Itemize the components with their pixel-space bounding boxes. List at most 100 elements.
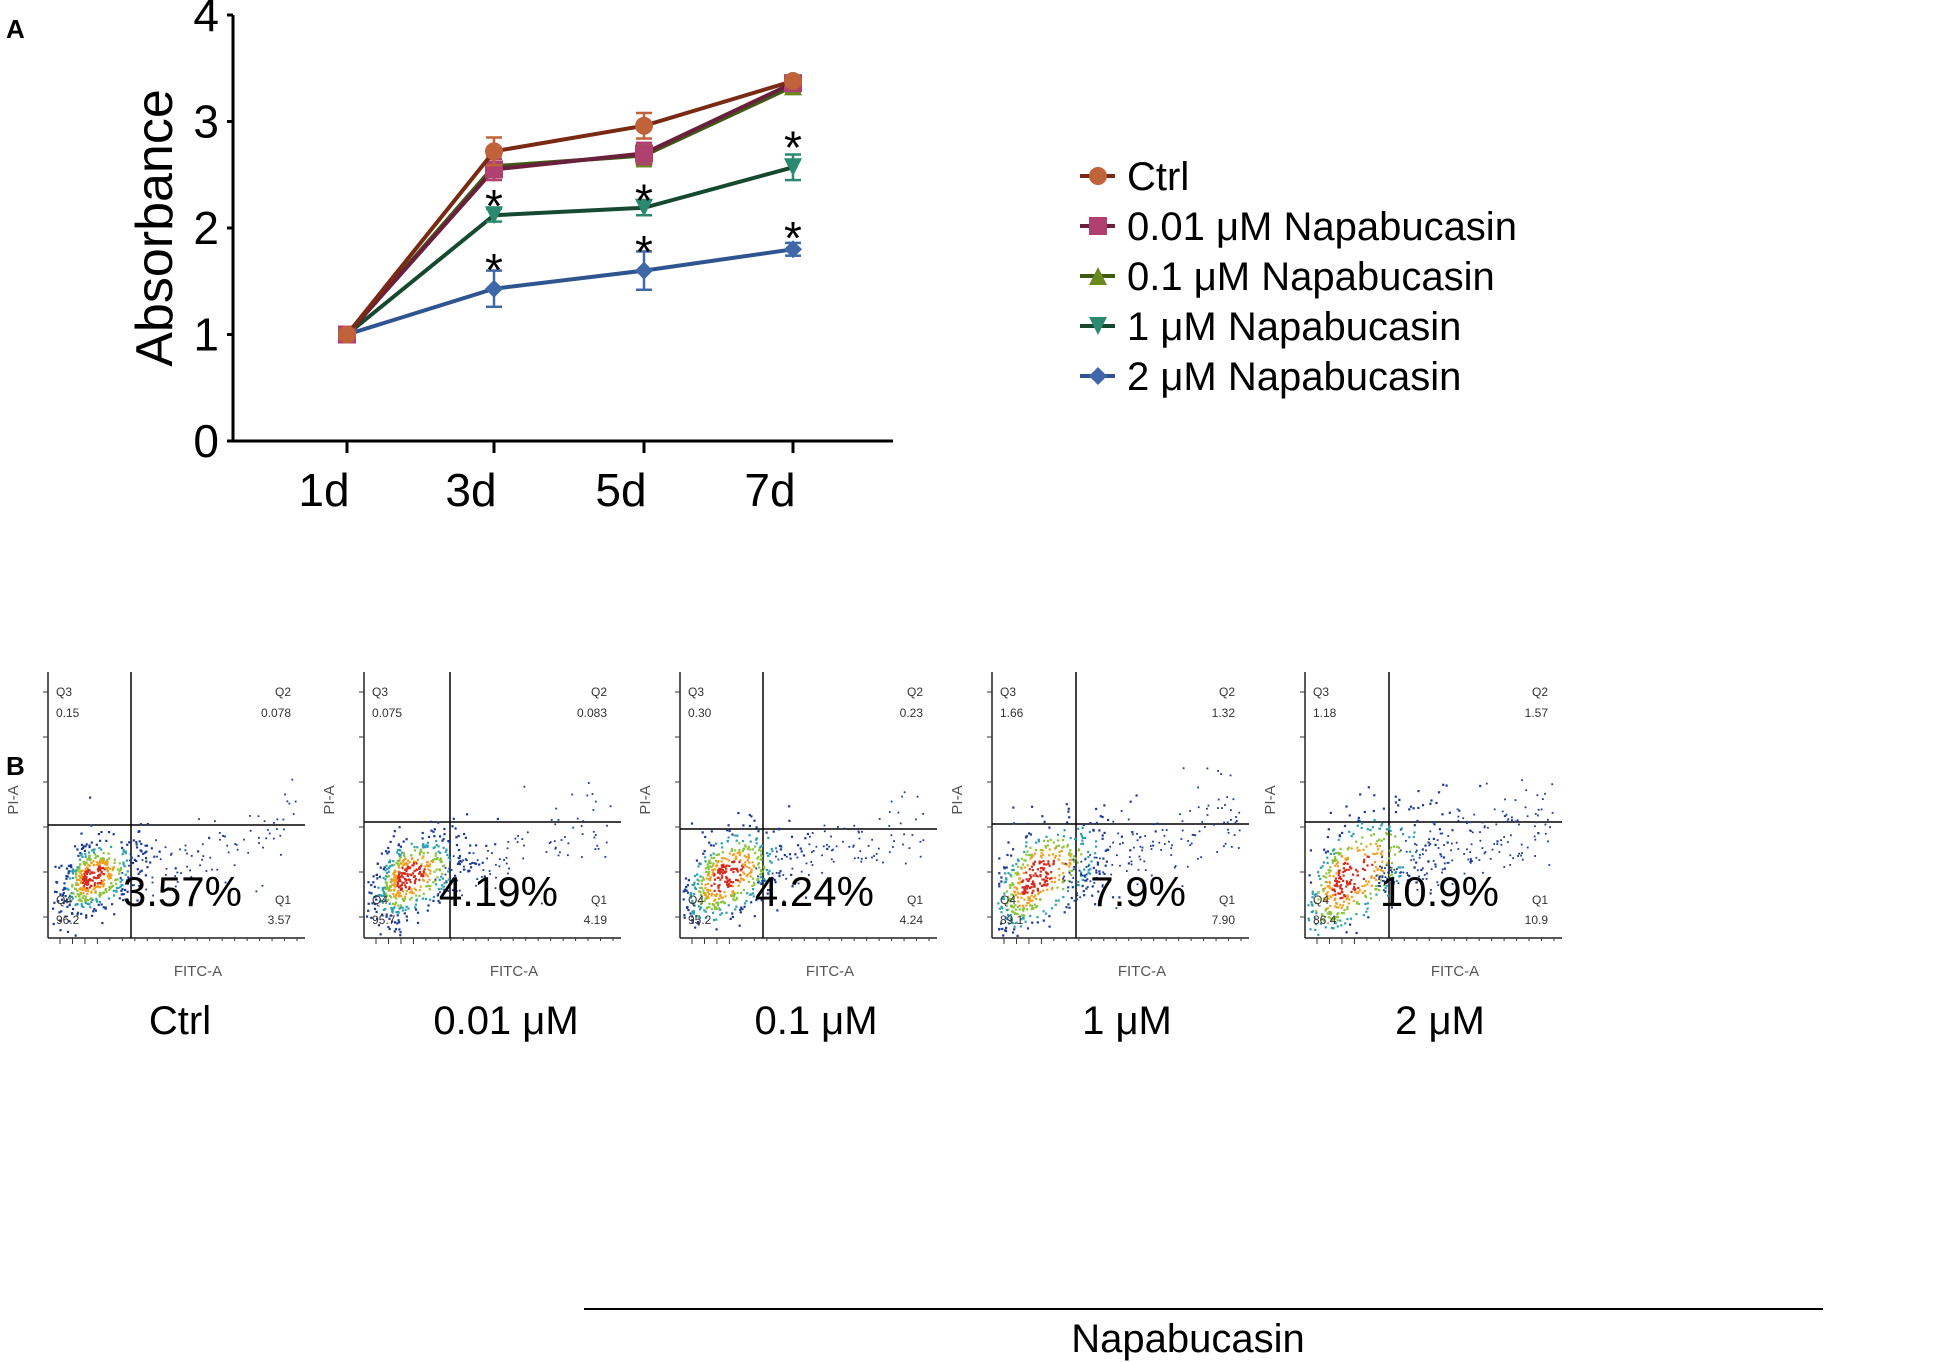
facs-dot — [1024, 859, 1027, 862]
facs-dot — [1378, 876, 1381, 879]
x-tick-label: 3d — [445, 464, 496, 516]
facs-dot — [1017, 859, 1020, 863]
facs-dot — [1347, 902, 1350, 905]
facs-dot — [83, 882, 87, 885]
facs-dot — [738, 849, 741, 852]
facs-dot — [397, 910, 400, 913]
facs-dot — [731, 912, 734, 915]
facs-dot — [687, 909, 690, 912]
quadrant-q2-label: Q2 — [1219, 685, 1235, 699]
facs-dot — [580, 825, 583, 827]
facs-dot — [105, 839, 108, 842]
facs-dot — [731, 860, 734, 863]
facs-dot — [130, 876, 133, 879]
facs-dot — [1356, 824, 1359, 827]
facs-dot — [708, 889, 711, 892]
facs-dot — [1416, 888, 1419, 891]
facs-dot — [390, 889, 393, 892]
facs-dot — [1383, 872, 1386, 875]
facs-dot — [722, 871, 725, 874]
facs-dot — [391, 909, 394, 912]
facs-dot — [87, 857, 90, 860]
facs-dot — [88, 886, 91, 889]
facs-dot — [379, 933, 382, 936]
facs-dot — [1044, 912, 1048, 915]
facs-dot — [416, 911, 420, 914]
facs-dot — [1094, 852, 1097, 855]
facs-dot — [1541, 798, 1544, 800]
facs-dot — [1080, 832, 1083, 836]
facs-dot — [1022, 871, 1025, 875]
facs-dot — [1058, 874, 1061, 877]
facs-dot — [432, 899, 435, 902]
facs-dot — [740, 906, 743, 909]
facs-dot — [1396, 845, 1399, 848]
facs-dot — [1087, 850, 1090, 854]
quadrant-q2-label: Q2 — [907, 685, 923, 699]
facs-dot — [720, 868, 723, 871]
facs-dot — [1391, 871, 1393, 873]
facs-dot — [776, 909, 779, 912]
facs-dot — [1382, 880, 1384, 882]
facs-dot — [71, 872, 75, 875]
facs-dot — [554, 846, 557, 849]
facs-dot — [1064, 862, 1067, 865]
facs-dot — [149, 861, 152, 864]
facs-dot — [397, 853, 400, 856]
facs-dot — [397, 876, 400, 879]
facs-dot — [133, 858, 136, 861]
facs-dot — [106, 863, 109, 866]
facs-dot — [1399, 866, 1402, 869]
facs-dot — [130, 884, 133, 887]
facs-dot — [72, 892, 75, 895]
facs-dot — [732, 894, 735, 897]
facs-dot — [410, 854, 413, 857]
facs-dot — [751, 861, 754, 864]
facs-dot — [186, 865, 189, 868]
facs-dot — [380, 899, 383, 902]
facs-dot — [1012, 910, 1015, 913]
facs-dot — [1511, 819, 1513, 821]
facs-dot — [1540, 808, 1543, 811]
facs-dot — [1022, 914, 1025, 917]
facs-dot — [753, 883, 756, 886]
facs-dot — [1534, 838, 1537, 841]
facs-dot — [1394, 795, 1397, 798]
facs-dot — [399, 934, 402, 937]
facs-dot — [1374, 888, 1377, 891]
facs-dot — [145, 888, 148, 891]
facs-dot — [384, 908, 387, 911]
facs-dot — [429, 885, 432, 888]
facs-dot — [421, 857, 424, 860]
significance-star: * — [635, 175, 653, 227]
facs-dot — [108, 867, 112, 870]
facs-dot — [735, 857, 738, 860]
facs-dot — [1534, 825, 1536, 828]
facs-dot — [1428, 844, 1431, 847]
facs-dot — [136, 846, 139, 849]
facs-dot — [1385, 828, 1388, 831]
facs-dot — [596, 844, 599, 847]
facs-dot — [1332, 894, 1335, 897]
facs-dot — [609, 805, 612, 808]
facs-dot — [1342, 879, 1345, 882]
facs-dot — [560, 839, 563, 841]
facs-dot — [741, 864, 744, 867]
facs-dot — [1378, 878, 1380, 880]
facs-dot — [1389, 874, 1392, 877]
facs-dot — [712, 862, 715, 865]
facs-dot — [711, 871, 714, 874]
facs-dot — [1025, 841, 1028, 844]
facs-dot — [735, 855, 738, 858]
facs-dot — [745, 900, 748, 903]
facs-dot — [1011, 869, 1014, 872]
facs-dot — [82, 860, 85, 863]
facs-dot — [1058, 850, 1061, 854]
facs-dot — [394, 928, 398, 931]
facs-dot — [257, 815, 260, 818]
significance-star: * — [485, 244, 503, 296]
facs-x-axis-title: FITC-A — [490, 963, 538, 980]
series-line — [345, 81, 794, 336]
facs-dot — [1337, 851, 1340, 855]
facs-dot — [80, 854, 83, 857]
